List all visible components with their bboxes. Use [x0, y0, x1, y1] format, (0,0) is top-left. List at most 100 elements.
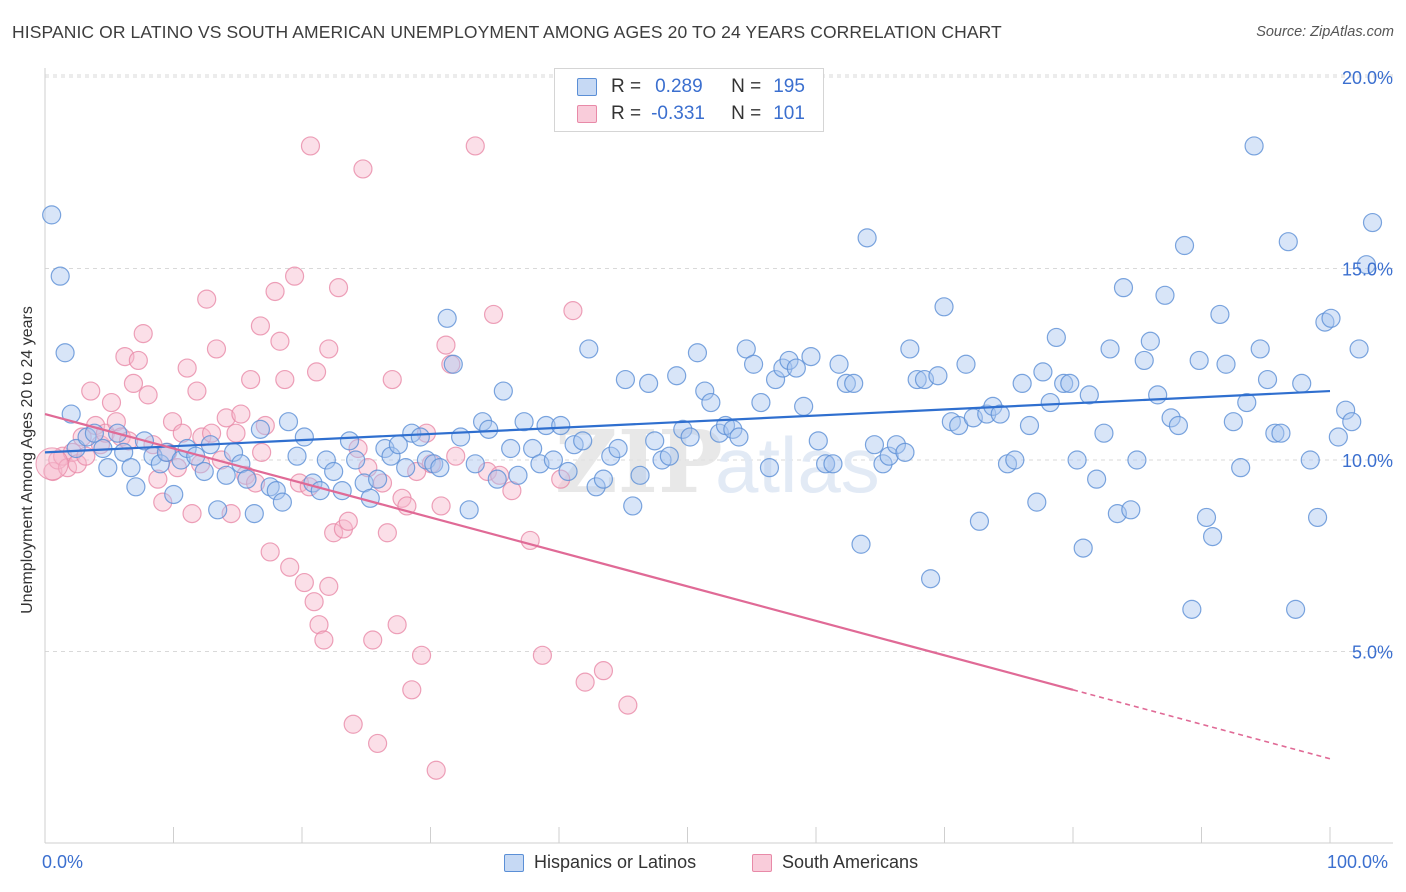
y-tick-labels: 5.0% 10.0% 15.0% 20.0% [1342, 68, 1393, 663]
data-point-hispanics [667, 366, 687, 386]
data-point-south-americans [368, 733, 388, 754]
chart-title: HISPANIC OR LATINO VS SOUTH AMERICAN UNE… [12, 22, 1002, 42]
data-point-south-americans [123, 373, 144, 393]
data-point-hispanics [823, 454, 843, 474]
data-point-hispanics [514, 412, 534, 432]
data-point-hispanics [990, 404, 1010, 424]
data-point-hispanics [864, 435, 885, 455]
data-point-hispanics [1005, 450, 1025, 470]
data-point-hispanics [630, 465, 650, 485]
data-point-south-americans [532, 645, 553, 665]
data-point-hispanics [1073, 538, 1093, 558]
data-point-hispanics [479, 419, 499, 439]
y-tick-label: 20.0% [1342, 68, 1393, 88]
data-point-south-americans [402, 680, 422, 700]
x-tick-label-max: 100.0% [1327, 852, 1389, 872]
data-point-south-americans [197, 289, 217, 309]
data-point-hispanics [729, 427, 749, 447]
data-point-hispanics [743, 354, 764, 374]
legend-n-label: N = [731, 103, 762, 124]
data-point-hispanics [332, 481, 352, 501]
data-point-hispanics [1182, 599, 1202, 619]
data-point-south-americans [148, 469, 168, 489]
legend-r-value: -0.331 [651, 103, 705, 124]
data-point-south-americans [72, 427, 92, 447]
data-point-hispanics [701, 392, 721, 413]
data-point-south-americans [426, 760, 446, 780]
trend-line-south-americans [44, 412, 1074, 691]
data-point-south-americans [252, 442, 272, 462]
data-point-south-americans [294, 572, 314, 593]
series-legend-south-americans: South Americans [752, 852, 918, 873]
data-point-hispanics [759, 458, 780, 478]
data-point-hispanics [430, 458, 450, 478]
data-point-hispanics [459, 500, 479, 520]
x-tick-label-min: 0.0% [42, 852, 84, 872]
data-point-hispanics [487, 469, 507, 489]
data-point-south-americans [206, 339, 227, 359]
data-point-hispanics [1356, 255, 1377, 275]
data-point-hispanics [410, 427, 430, 447]
correlation-legend: R = 0.289 N = 195 R = -0.331 N = 101 [554, 68, 824, 132]
data-point-hispanics [437, 308, 457, 328]
data-point-south-americans [304, 592, 324, 612]
data-point-hispanics [551, 415, 571, 436]
data-point-south-americans [319, 339, 339, 359]
data-point-hispanics [977, 404, 997, 424]
data-point-hispanics [287, 446, 307, 466]
legend-row-south-americans: R = -0.331 N = 101 [577, 102, 805, 126]
data-point-hispanics [237, 469, 257, 489]
data-point-hispanics [1094, 423, 1114, 443]
data-point-south-americans [216, 408, 236, 428]
data-point-hispanics [751, 392, 771, 413]
data-point-hispanics [680, 427, 700, 447]
data-point-hispanics [381, 446, 401, 466]
data-point-south-americans [231, 404, 251, 424]
data-point-hispanics [1033, 362, 1053, 382]
data-point-hispanics [851, 534, 871, 554]
data-point-hispanics [1300, 450, 1320, 470]
data-point-hispanics [615, 369, 636, 390]
data-point-south-americans [446, 446, 466, 466]
data-point-south-americans [265, 281, 285, 302]
data-point-south-americans [153, 492, 173, 512]
data-point-south-americans [306, 362, 327, 382]
data-point-hispanics [346, 450, 366, 470]
data-point-hispanics [1336, 400, 1356, 420]
data-point-hispanics [194, 461, 214, 482]
data-point-hispanics [956, 354, 976, 374]
data-point-south-americans [575, 672, 595, 692]
data-point-hispanics [1067, 450, 1087, 470]
data-point-hispanics [1307, 507, 1328, 528]
data-point-south-americans [319, 576, 339, 596]
data-point-south-americans [226, 423, 246, 443]
data-point-hispanics [1113, 278, 1134, 298]
data-point-hispanics [1250, 339, 1270, 359]
data-point-south-americans [338, 511, 358, 531]
data-point-hispanics [673, 419, 693, 439]
data-point-hispanics [1060, 373, 1080, 393]
data-point-hispanics [244, 504, 264, 524]
data-point-south-americans [128, 350, 148, 371]
data-point-south-americans [241, 369, 261, 390]
data-point-south-americans [431, 496, 451, 516]
data-point-hispanics [601, 446, 621, 466]
data-point-south-americans [593, 661, 614, 681]
y-tick-label: 5.0% [1352, 643, 1393, 663]
data-point-hispanics [773, 358, 793, 378]
data-point-south-americans [275, 369, 295, 390]
data-point-south-americans [618, 695, 638, 715]
data-point-hispanics [1265, 423, 1285, 443]
data-point-south-americans [411, 645, 432, 665]
data-point-hispanics [844, 373, 864, 393]
data-point-hispanics [1012, 373, 1032, 393]
data-point-hispanics [501, 438, 521, 459]
data-point-south-americans [270, 331, 290, 351]
data-point-hispanics [1349, 339, 1369, 359]
data-point-hispanics [1087, 469, 1107, 489]
data-point-hispanics [1027, 492, 1047, 512]
data-point-hispanics [493, 381, 513, 401]
data-point-hispanics [934, 297, 954, 317]
data-point-hispanics [536, 415, 556, 436]
